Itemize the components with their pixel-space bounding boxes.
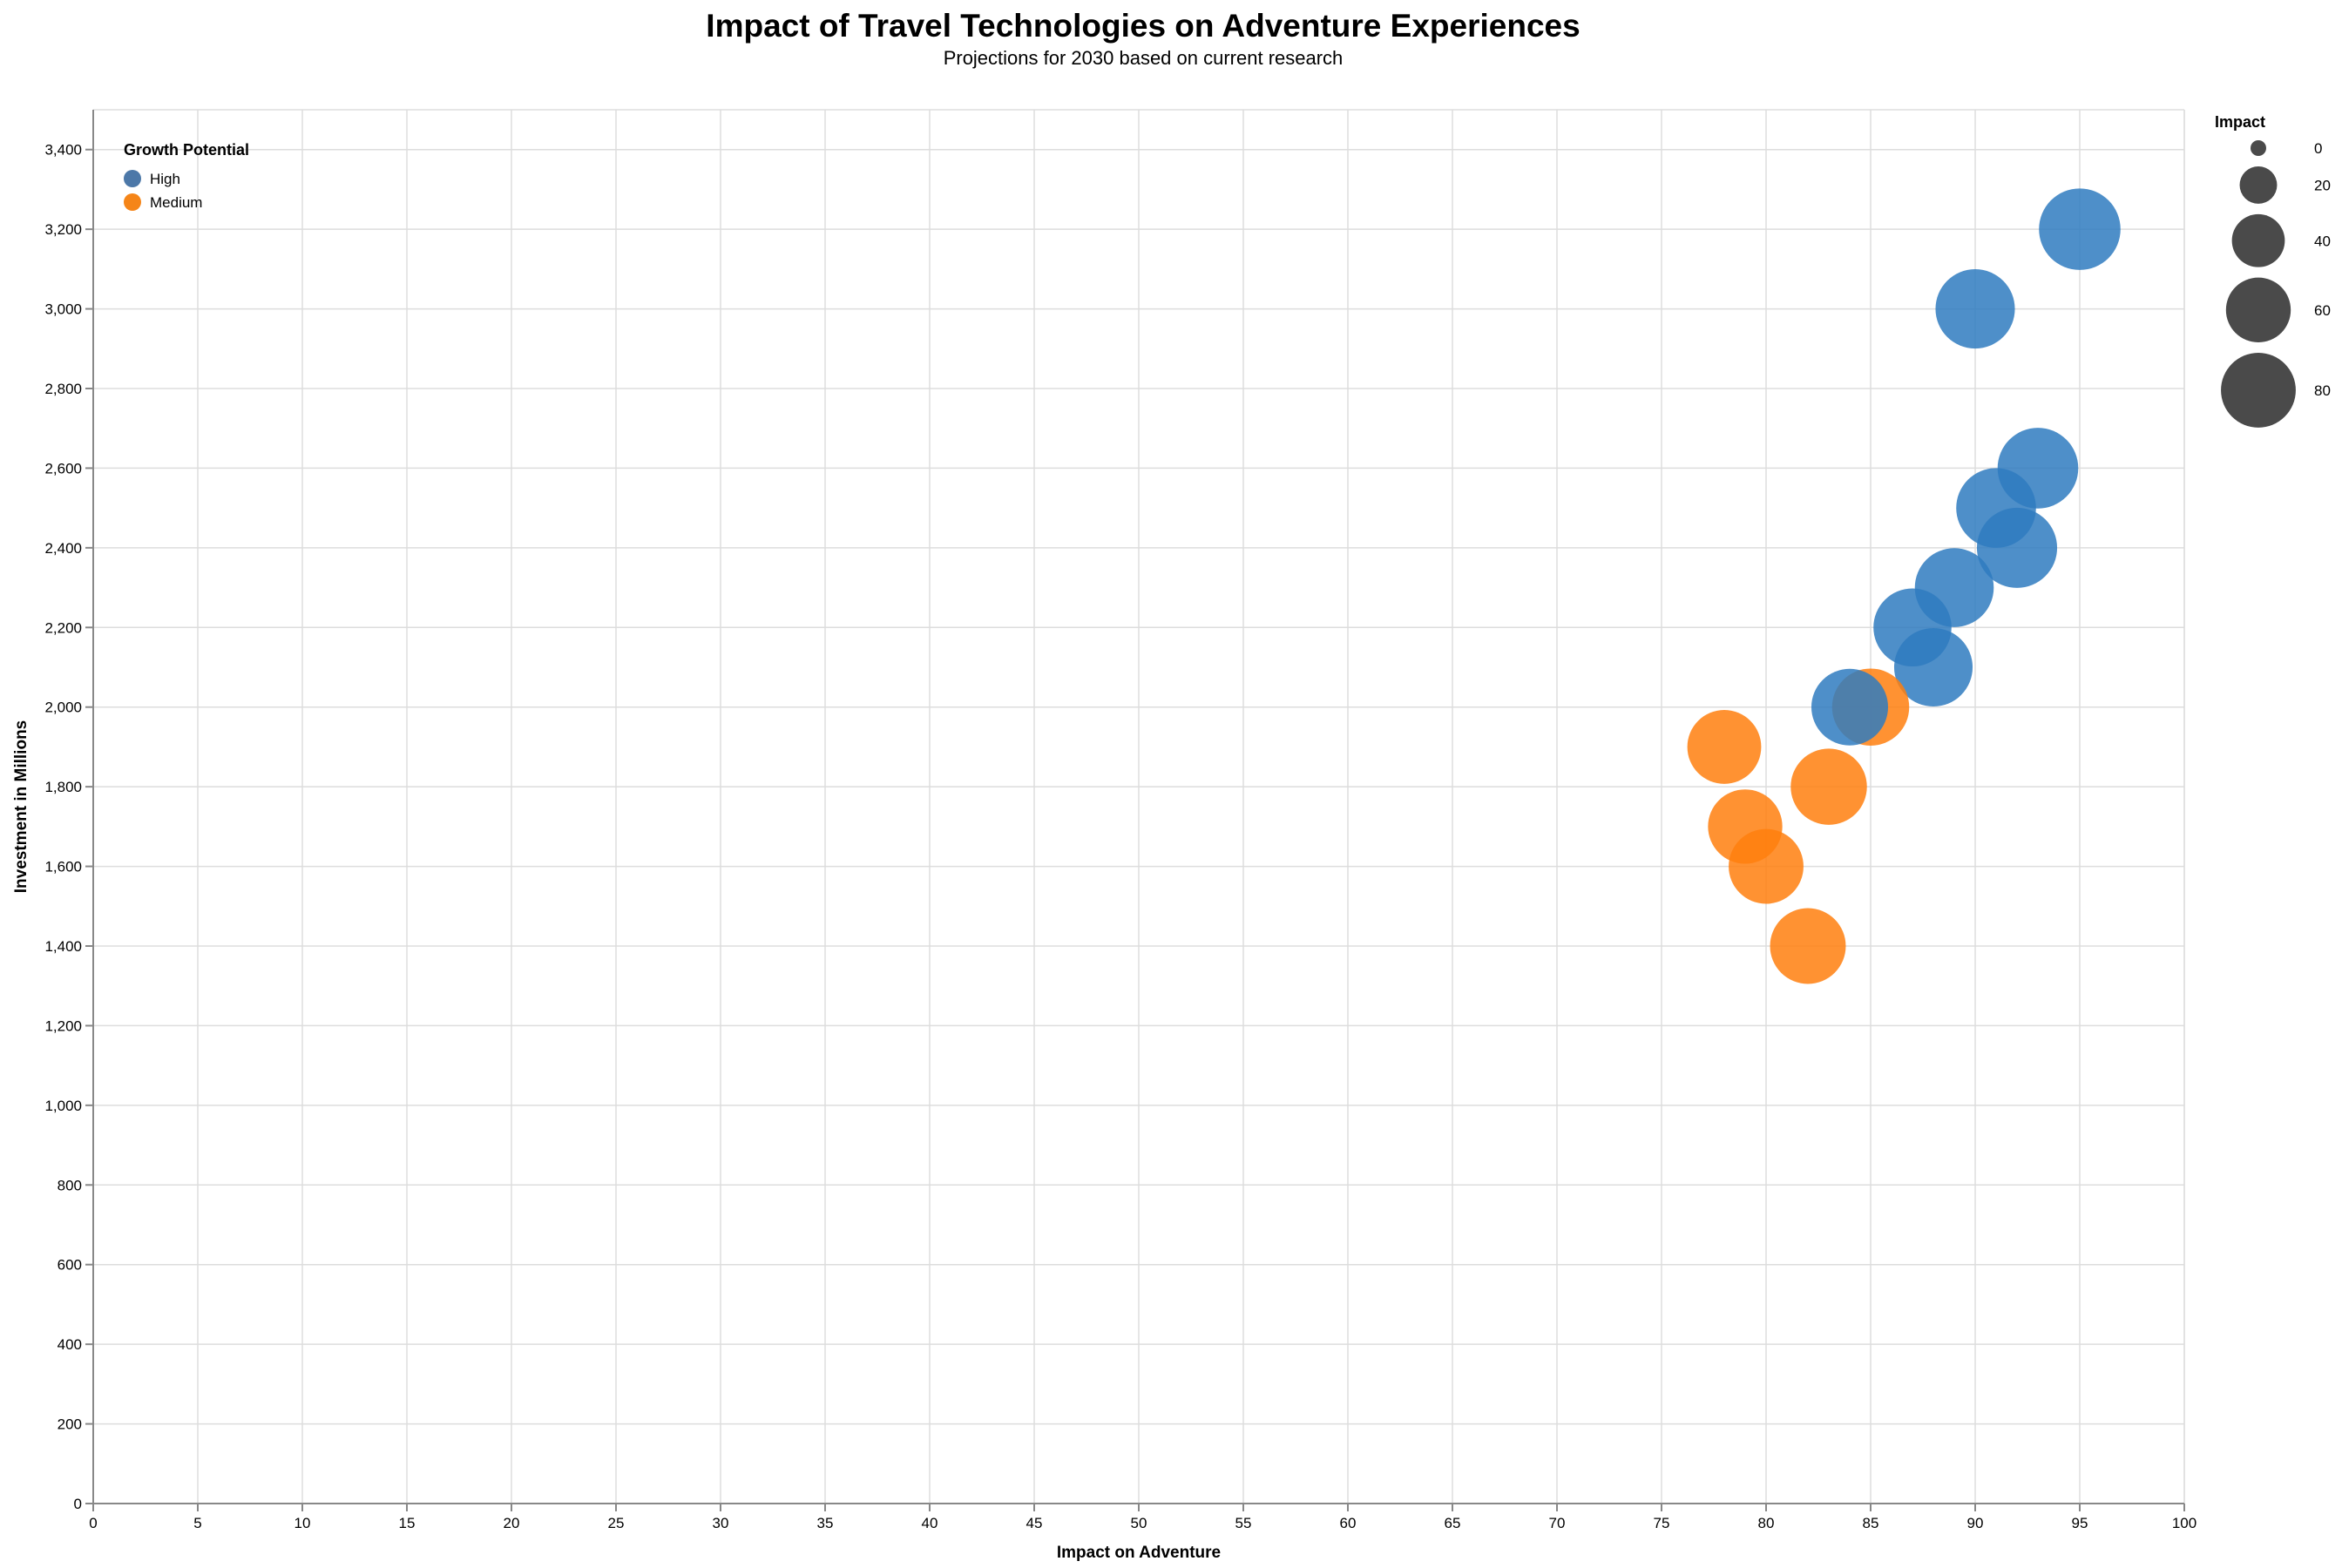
y-tick-label: 2,200: [44, 619, 82, 636]
bubble-high[interactable]: [1811, 668, 1888, 746]
y-tick-label: 0: [74, 1496, 82, 1512]
x-tick-label: 0: [89, 1515, 97, 1531]
bubble-high[interactable]: [2039, 188, 2121, 270]
impact-size-legend: Impact 0 20 40 60 80: [2215, 113, 2331, 428]
size-legend-label: 0: [2314, 140, 2322, 157]
x-tick-label: 90: [1967, 1515, 1984, 1531]
color-legend-title: Growth Potential: [124, 141, 249, 159]
bubble-high[interactable]: [1873, 588, 1952, 667]
x-tick-label: 10: [294, 1515, 311, 1531]
x-tick-label: 80: [1758, 1515, 1775, 1531]
y-tick-label: 3,400: [44, 142, 82, 159]
y-tick-label: 3,200: [44, 221, 82, 238]
x-tick-label: 25: [608, 1515, 625, 1531]
x-tick-label: 75: [1654, 1515, 1670, 1531]
size-legend-title: Impact: [2215, 113, 2265, 131]
legend-swatch-medium: [124, 193, 141, 211]
x-tick-label: 100: [2172, 1515, 2196, 1531]
y-tick-label: 2,800: [44, 381, 82, 397]
axes: [85, 110, 2185, 1511]
legend-label-high: High: [150, 171, 180, 187]
legend-swatch-high: [124, 170, 141, 187]
y-tick-label: 2,600: [44, 460, 82, 476]
y-tick-label: 2,000: [44, 700, 82, 716]
size-legend-label: 60: [2314, 302, 2331, 319]
y-axis-title: Investment in Millions: [12, 720, 30, 893]
x-axis-title: Impact on Adventure: [1057, 1544, 1221, 1562]
x-tick-label: 65: [1445, 1515, 1461, 1531]
size-legend-circle: [2239, 166, 2278, 204]
x-tick-label: 35: [817, 1515, 834, 1531]
y-tick-label: 800: [58, 1177, 82, 1193]
y-tick-label: 3,000: [44, 301, 82, 318]
size-legend-circle: [2221, 353, 2296, 428]
size-legend-label: 80: [2314, 382, 2331, 399]
y-tick-label: 1,400: [44, 938, 82, 955]
x-tick-label: 55: [1235, 1515, 1252, 1531]
x-tick-label: 5: [193, 1515, 201, 1531]
x-tick-label: 45: [1026, 1515, 1043, 1531]
bubble-medium[interactable]: [1708, 789, 1783, 864]
y-tick-label: 1,600: [44, 859, 82, 875]
bubbles: [1687, 188, 2121, 984]
chart-subtitle: Projections for 2030 based on current re…: [944, 47, 1344, 69]
x-tick-label: 60: [1340, 1515, 1357, 1531]
y-tick-label: 400: [58, 1336, 82, 1353]
y-tick-label: 1,000: [44, 1098, 82, 1114]
y-tick-label: 200: [58, 1416, 82, 1433]
y-tick-label: 1,800: [44, 779, 82, 795]
x-tick-label: 95: [2072, 1515, 2088, 1531]
bubble-high[interactable]: [1935, 269, 2015, 349]
x-tick-label: 15: [399, 1515, 416, 1531]
y-tick-label: 600: [58, 1257, 82, 1274]
legend-label-medium: Medium: [150, 194, 202, 211]
grid: [92, 109, 2185, 1504]
bubble-medium[interactable]: [1687, 710, 1762, 784]
bubble-high[interactable]: [1956, 468, 2036, 548]
y-tick-label: 2,400: [44, 540, 82, 557]
x-axis-labels: 0 5 10 15 20 25 30 35 40 45 50 55 60 65 70 75 80 85 90 95 10…: [89, 1515, 2196, 1531]
x-tick-label: 40: [922, 1515, 938, 1531]
size-legend-label: 20: [2314, 177, 2331, 193]
bubble-medium[interactable]: [1770, 908, 1846, 984]
x-tick-label: 70: [1549, 1515, 1566, 1531]
size-legend-label: 40: [2314, 233, 2331, 249]
size-legend-circle: [2225, 277, 2291, 343]
size-legend-circle: [2231, 213, 2285, 267]
bubble-medium[interactable]: [1790, 748, 1867, 825]
y-tick-label: 1,200: [44, 1017, 82, 1034]
x-tick-label: 85: [1863, 1515, 1879, 1531]
x-tick-label: 30: [713, 1515, 729, 1531]
x-tick-label: 50: [1131, 1515, 1147, 1531]
x-tick-label: 20: [504, 1515, 520, 1531]
y-axis-labels: 0 200 400 600 800 1,000 1,200 1,400 1,600 1,800 2,…: [44, 142, 82, 1512]
growth-potential-legend: Growth Potential High Medium: [124, 141, 249, 211]
size-legend-circle: [2251, 140, 2266, 156]
chart-title: Impact of Travel Technologies on Adventu…: [706, 8, 1580, 44]
